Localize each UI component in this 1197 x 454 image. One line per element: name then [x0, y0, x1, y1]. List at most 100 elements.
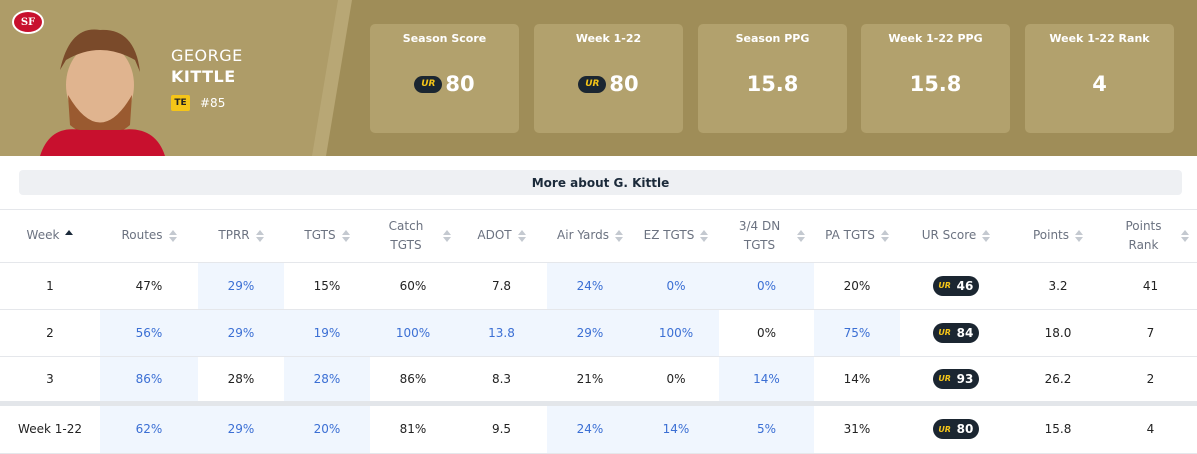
column-header[interactable]: 3/4 DN TGTS [719, 210, 814, 263]
position-badge: TE [171, 95, 190, 111]
column-header[interactable]: TPRR [198, 210, 284, 263]
stat-value-row: 15.8 [861, 72, 1010, 96]
stat-label: Week 1-22 Rank [1049, 32, 1150, 45]
ur-score-pill: UR 93 [932, 368, 980, 389]
header-text: Week [26, 228, 60, 243]
column-header[interactable]: Catch TGTS [370, 210, 456, 263]
stats-table: Week Routes TPRR TGTS Catch TGTS ADOT Air Yard… [0, 210, 1197, 454]
header-content: ADOT [477, 226, 526, 245]
table-cell: 86% [370, 356, 456, 404]
table-cell: 14% [719, 356, 814, 404]
header-content: EZ TGTS [644, 226, 709, 245]
column-header[interactable]: UR Score [900, 210, 1012, 263]
column-header[interactable]: Points Rank [1104, 210, 1197, 263]
sort-icon[interactable] [880, 229, 889, 242]
ur-score-pill: UR 84 [932, 322, 980, 343]
table-cell: 86% [100, 356, 198, 404]
data-row: 2 56% 29% 19% 100% 13.8 29% 100% 0% 75% UR 84 18.0 7 [0, 309, 1197, 357]
table-cell: 13.8 [456, 309, 547, 357]
header-content: Week [27, 226, 74, 245]
table-cell: 29% [198, 400, 284, 454]
header-content: Air Yards [557, 226, 623, 245]
table-cell: 0% [719, 262, 814, 310]
table-cell: 3 [0, 356, 100, 404]
sort-icon[interactable] [1075, 229, 1084, 242]
sort-icon[interactable] [443, 229, 451, 242]
table-cell: UR 84 [900, 309, 1012, 357]
sort-icon[interactable] [255, 229, 264, 242]
stat-label: Week 1-22 [575, 32, 642, 45]
stat-value: 80 [445, 72, 475, 96]
ur-score: 93 [956, 371, 974, 386]
ur-score-pill: UR 80 [932, 419, 980, 439]
sort-icon[interactable] [341, 229, 350, 242]
column-header[interactable]: TGTS [284, 210, 370, 263]
header-content: 3/4 DN TGTS [729, 217, 805, 255]
header-text: TPRR [218, 228, 250, 243]
header-content: Points [1032, 226, 1084, 245]
stat-value-row: 15.8 [698, 72, 847, 96]
table-cell: 14% [633, 400, 719, 454]
header-row: Week Routes TPRR TGTS Catch TGTS ADOT Air Yard… [0, 210, 1197, 263]
header-content: Points Rank [1113, 217, 1189, 255]
ur-logo: UR [938, 281, 951, 290]
sort-icon[interactable] [65, 229, 74, 242]
table-cell: 15% [284, 262, 370, 310]
header-text: Points Rank [1125, 218, 1162, 252]
header-text: Points [1032, 228, 1070, 243]
table-cell: 56% [100, 309, 198, 357]
data-row: 3 86% 28% 28% 86% 8.3 21% 0% 14% 14% UR 93 26.2 2 [0, 356, 1197, 404]
sort-icon[interactable] [982, 229, 991, 242]
sort-icon[interactable] [1180, 229, 1189, 242]
sort-icon[interactable] [614, 229, 623, 242]
table-cell: UR 93 [900, 356, 1012, 404]
table-cell: 62% [100, 400, 198, 454]
stat-label: Season PPG [735, 32, 810, 45]
column-header[interactable]: EZ TGTS [633, 210, 719, 263]
table-cell: 100% [370, 309, 456, 357]
column-header[interactable]: Points [1012, 210, 1104, 263]
team-logo: SF [12, 10, 44, 34]
table-cell: UR 80 [900, 400, 1012, 454]
more-link[interactable]: More about G. Kittle [19, 170, 1182, 195]
table-cell: 100% [633, 309, 719, 357]
sort-icon[interactable] [796, 229, 805, 242]
sort-icon[interactable] [517, 229, 526, 242]
table-cell: 81% [370, 400, 456, 454]
column-header[interactable]: Air Yards [547, 210, 633, 263]
table-cell: 14% [814, 356, 900, 404]
ur-logo: UR [938, 374, 951, 383]
table-cell: 21% [547, 356, 633, 404]
table-cell: 7.8 [456, 262, 547, 310]
ur-logo: UR [414, 75, 443, 93]
column-header[interactable]: Week [0, 210, 100, 263]
table-cell: 0% [633, 356, 719, 404]
header-text: TGTS [304, 228, 336, 243]
column-header[interactable]: ADOT [456, 210, 547, 263]
ur-score: 84 [956, 325, 974, 340]
table-cell: Week 1-22 [0, 400, 100, 454]
sort-icon[interactable] [168, 229, 177, 242]
stat-card: Week 1-22 PPG 15.8 [861, 24, 1010, 133]
sort-icon[interactable] [700, 229, 709, 242]
table-cell: 1 [0, 262, 100, 310]
stat-label: Season Score [402, 32, 487, 45]
header-text: 3/4 DN TGTS [738, 218, 781, 252]
ur-logo: UR [578, 75, 607, 93]
table-cell: 4 [1104, 400, 1197, 454]
jersey-number: #85 [200, 96, 226, 110]
column-header[interactable]: Routes [100, 210, 198, 263]
header-content: UR Score [922, 226, 991, 245]
table-cell: 15.8 [1012, 400, 1104, 454]
stat-value-row: UR 80 [370, 72, 519, 96]
stat-card: Week 1-22 Rank 4 [1025, 24, 1174, 133]
table-cell: 20% [814, 262, 900, 310]
table-cell: 20% [284, 400, 370, 454]
column-header[interactable]: PA TGTS [814, 210, 900, 263]
table-cell: 9.5 [456, 400, 547, 454]
header-text: Catch TGTS [388, 218, 424, 252]
stat-value: 15.8 [909, 72, 962, 96]
table-cell: 18.0 [1012, 309, 1104, 357]
divider [0, 209, 1197, 210]
